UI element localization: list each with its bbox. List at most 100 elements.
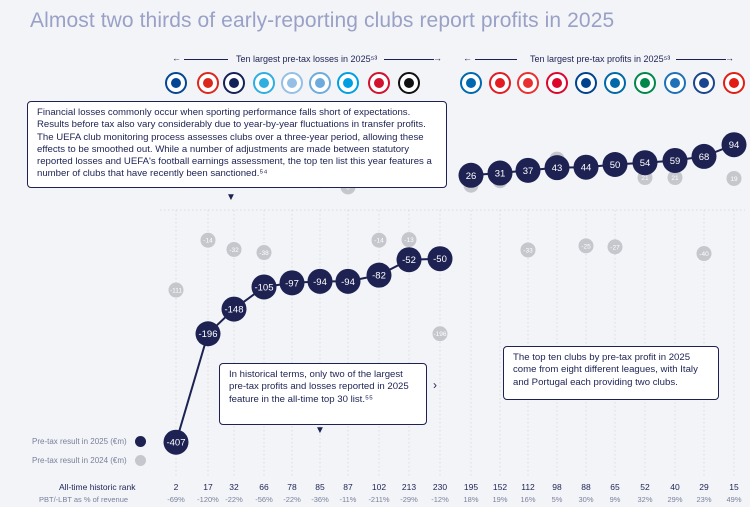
page-title: Almost two thirds of early-reporting clu… [30,9,615,32]
logo-mark [404,78,414,88]
pct-value: 9% [610,495,621,504]
section-divider [184,59,228,60]
current-point-label: 26 [466,171,477,182]
current-point-label: 31 [495,169,506,180]
inter-logo-icon [604,72,626,94]
current-point [163,429,189,455]
left-arrow-icon: ← [172,53,181,63]
rank-value: 230 [433,482,447,492]
current-point-label: 37 [523,166,534,177]
lille-logo-icon [723,72,745,94]
pct-row-label: PBT/-LBT as % of revenue [39,495,129,504]
rank-value: 112 [521,482,535,492]
current-point [721,132,747,158]
pct-value: -56% [255,495,273,504]
legend-previous: Pre-tax result in 2024 (€m) [32,455,146,466]
rank-value: 98 [552,482,562,492]
pct-value: -36% [311,495,329,504]
current-point-label: -97 [285,278,299,289]
previous-point [256,245,272,261]
previous-point [520,242,536,258]
current-point [662,147,688,173]
current-point-label: 43 [552,163,563,174]
pct-value: -22% [283,495,301,504]
losses-line [175,257,441,443]
previous-point [200,232,216,248]
logo-mark [374,78,384,88]
atalanta-logo-icon [664,72,686,94]
marseille-logo-icon [253,72,275,94]
previous-point-label: -111 [170,288,182,295]
current-point [307,268,333,294]
previous-point [578,238,594,254]
previous-point-label: -27 [610,244,620,251]
previous-point-label: 19 [730,176,738,183]
historical-note: In historical terms, only two of the lar… [219,363,427,425]
logo-mark [552,78,562,88]
previous-point [401,232,417,248]
current-point-label: -148 [224,305,243,316]
aston-villa-logo-icon [281,72,303,94]
current-point-label: 59 [670,156,681,167]
current-point [487,160,513,186]
rank-value: 78 [287,482,297,492]
legend-current: Pre-tax result in 2025 (€m) [32,436,146,447]
financial-losses-note: Financial losses commonly occur when spo… [27,101,447,188]
current-point-label: -50 [433,254,447,265]
logo-mark [729,78,739,88]
logo-mark [287,78,297,88]
feyenoord-logo-icon [489,72,511,94]
leagues-note: The top ten clubs by pre-tax profit in 2… [503,346,719,400]
rank-value: 15 [729,482,739,492]
logo-mark [171,78,181,88]
current-point-label: -407 [166,438,185,449]
section-divider [475,59,517,60]
pct-value: -22% [225,495,243,504]
pct-value: 32% [637,495,652,504]
logo-mark [523,78,533,88]
right-arrow-icon: → [725,53,734,63]
pct-value: -120% [197,495,219,504]
celtic-logo-icon [634,72,656,94]
current-point-label: -52 [402,255,416,266]
current-point-label: 94 [729,140,740,151]
previous-point-label: -33 [523,247,533,254]
previous-point-label: -196 [433,331,446,338]
lyon-logo-icon [197,72,219,94]
pct-value: -69% [167,495,185,504]
rank-value: 66 [259,482,269,492]
pct-value: 5% [552,495,563,504]
previous-point-label: 21 [641,175,649,182]
logo-mark [343,78,353,88]
current-point [691,143,717,169]
previous-point [696,246,712,262]
previous-point [726,170,742,186]
pct-value: -11% [340,495,357,504]
chevron-down-icon: ▼ [315,425,325,436]
pct-value: 16% [520,495,535,504]
right-arrow-icon: → [433,53,442,63]
previous-point [607,239,623,255]
current-point-label: 44 [581,163,592,174]
current-point-label: -196 [198,329,217,340]
tottenham-logo-icon [223,72,245,94]
logo-mark [581,78,591,88]
pct-value: 18% [463,495,478,504]
current-point-label: -105 [254,282,273,293]
previous-point-label: -38 [259,250,269,257]
losses-section-label: Ten largest pre-tax losses in 2025⁵³ [236,54,378,64]
current-point [366,262,392,288]
current-point [632,150,658,176]
logo-mark [610,78,620,88]
logo-mark [466,78,476,88]
current-point [195,321,221,347]
rank-value: 40 [670,482,680,492]
chevron-right-icon: › [433,378,437,392]
legend-label: Pre-tax result in 2025 (€m) [32,437,127,446]
rank-value: 52 [640,482,650,492]
pct-value: -12% [431,495,449,504]
strasbourg-logo-icon [337,72,359,94]
bayern-logo-icon [546,72,568,94]
current-point [221,296,247,322]
